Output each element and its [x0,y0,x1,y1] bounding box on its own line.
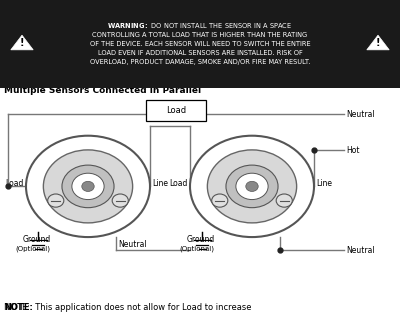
Text: (Optional): (Optional) [16,245,51,252]
Circle shape [82,181,94,192]
Text: Line: Line [316,179,332,188]
Text: Hot: Hot [346,146,360,155]
Text: Load: Load [170,179,188,188]
Text: Line: Line [152,179,168,188]
Text: $\bf{WARNING:}$ DO NOT INSTALL THE SENSOR IN A SPACE
CONTROLLING A TOTAL LOAD TH: $\bf{WARNING:}$ DO NOT INSTALL THE SENSO… [90,21,310,64]
Circle shape [48,194,64,207]
Circle shape [43,150,133,223]
Text: Load: Load [6,179,24,188]
Circle shape [72,173,104,199]
Text: Load: Load [166,106,186,115]
Text: NOTE:  This application does not allow for Load to increase: NOTE: This application does not allow fo… [4,303,252,312]
FancyBboxPatch shape [0,0,400,88]
Circle shape [190,136,314,237]
Text: Multiple Sensors Connected in Parallel: Multiple Sensors Connected in Parallel [4,86,201,95]
Circle shape [236,173,268,199]
Polygon shape [367,35,389,50]
Text: Neutral: Neutral [118,239,146,249]
Polygon shape [11,35,33,50]
Text: Neutral: Neutral [346,110,375,119]
Text: !: ! [376,39,380,48]
Text: (Optional): (Optional) [180,245,215,252]
Circle shape [207,150,297,223]
Text: Ground: Ground [22,235,51,245]
Text: !: ! [20,39,24,48]
Text: Neutral: Neutral [346,246,375,255]
Text: NOTE:: NOTE: [4,303,33,312]
Circle shape [62,165,114,208]
Circle shape [226,165,278,208]
Circle shape [212,194,228,207]
Circle shape [246,181,258,192]
Circle shape [276,194,292,207]
FancyBboxPatch shape [146,100,206,121]
Text: Ground: Ground [186,235,215,245]
Circle shape [112,194,128,207]
Circle shape [26,136,150,237]
